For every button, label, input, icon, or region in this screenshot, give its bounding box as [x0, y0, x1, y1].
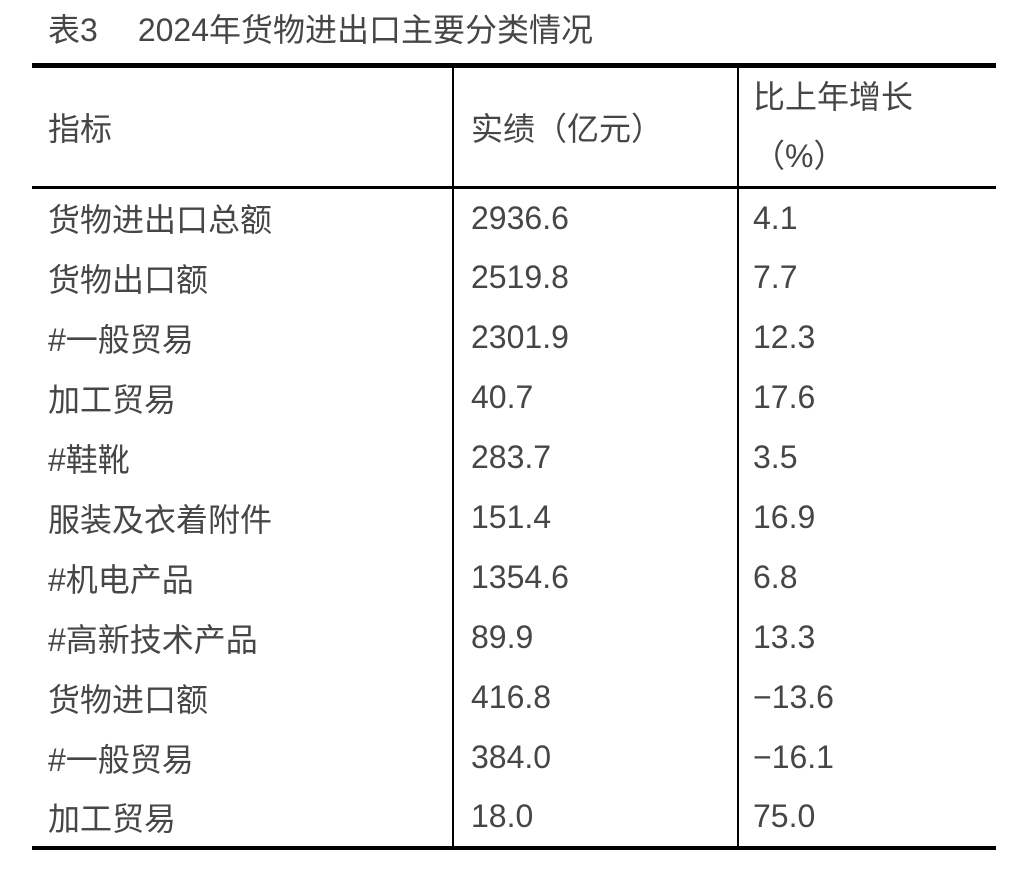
col-header-growth: 比上年增长 （%） [738, 65, 996, 189]
table-row: 服装及衣着附件 151.4 16.9 [32, 487, 996, 548]
cell-growth: 16.9 [753, 499, 816, 535]
cell-growth: 13.3 [753, 619, 816, 655]
table-row: 货物进出口总额 2936.6 4.1 [32, 187, 996, 248]
statistics-table-wrapper: 指标 实绩（亿元） 比上年增长 （%） 货物进出口总额 2936.6 4.1 [32, 63, 996, 850]
table-header: 指标 实绩（亿元） 比上年增长 （%） [32, 65, 996, 189]
cell-value: 416.8 [453, 667, 739, 728]
cell-growth: 6.8 [753, 559, 798, 595]
cell-growth: 17.6 [753, 379, 816, 415]
cell-indicator: 货物进口额 [32, 667, 454, 728]
cell-indicator: 货物进出口总额 [32, 187, 454, 248]
cell-growth: −16.1 [753, 739, 834, 775]
cell-value: 2936.6 [453, 187, 739, 248]
table-row: 货物出口额 2519.8 7.7 [32, 247, 996, 308]
cell-growth: 7.7 [753, 259, 798, 295]
cell-value: 40.7 [453, 367, 739, 428]
col-header-value: 实绩（亿元） [453, 65, 739, 189]
table-row: #一般贸易 2301.9 12.3 [32, 307, 996, 368]
table-number: 表3 [48, 12, 98, 48]
cell-indicator: 加工贸易 [32, 787, 454, 848]
table-row: 加工贸易 40.7 17.6 [32, 367, 996, 428]
table-row: #机电产品 1354.6 6.8 [32, 547, 996, 608]
cell-growth: 4.1 [753, 199, 798, 236]
cell-indicator: #一般贸易 [32, 727, 454, 788]
cell-indicator: 加工贸易 [32, 367, 454, 428]
cell-indicator: 货物出口额 [32, 247, 454, 308]
table-row: #鞋靴 283.7 3.5 [32, 427, 996, 488]
cell-growth: 12.3 [753, 319, 816, 355]
cell-indicator: 服装及衣着附件 [32, 487, 454, 548]
statistics-table: 指标 实绩（亿元） 比上年增长 （%） 货物进出口总额 2936.6 4.1 [32, 63, 996, 850]
cell-value: 18.0 [453, 787, 739, 848]
cell-indicator: #机电产品 [32, 547, 454, 608]
table-title: 表3 2024年货物进出口主要分类情况 [48, 12, 593, 48]
cell-value: 283.7 [453, 427, 739, 488]
col-header-indicator: 指标 [32, 65, 454, 189]
header-row: 指标 实绩（亿元） 比上年增长 （%） [32, 65, 996, 189]
cell-value: 2301.9 [453, 307, 739, 368]
table-body: 货物进出口总额 2936.6 4.1 货物出口额 2519.8 7.7 #一般贸… [32, 187, 996, 848]
table-row: #高新技术产品 89.9 13.3 [32, 607, 996, 668]
cell-value: 1354.6 [453, 547, 739, 608]
table-title-text: 2024年货物进出口主要分类情况 [137, 12, 594, 48]
cell-growth: 3.5 [753, 439, 798, 475]
cell-value: 89.9 [453, 607, 739, 668]
cell-value: 384.0 [453, 727, 739, 788]
cell-growth: 75.0 [753, 798, 816, 834]
table-row: 加工贸易 18.0 75.0 [32, 787, 996, 848]
cell-indicator: #高新技术产品 [32, 607, 454, 668]
cell-indicator: #鞋靴 [32, 427, 454, 488]
cell-value: 151.4 [453, 487, 739, 548]
table-row: 货物进口额 416.8 −13.6 [32, 667, 996, 728]
cell-indicator: #一般贸易 [32, 307, 454, 368]
col-header-growth-line1: 比上年增长 [753, 79, 914, 115]
cell-growth: −13.6 [753, 679, 834, 715]
table-row: #一般贸易 384.0 −16.1 [32, 727, 996, 788]
cell-value: 2519.8 [453, 247, 739, 308]
col-header-growth-line2: （%） [753, 138, 846, 174]
